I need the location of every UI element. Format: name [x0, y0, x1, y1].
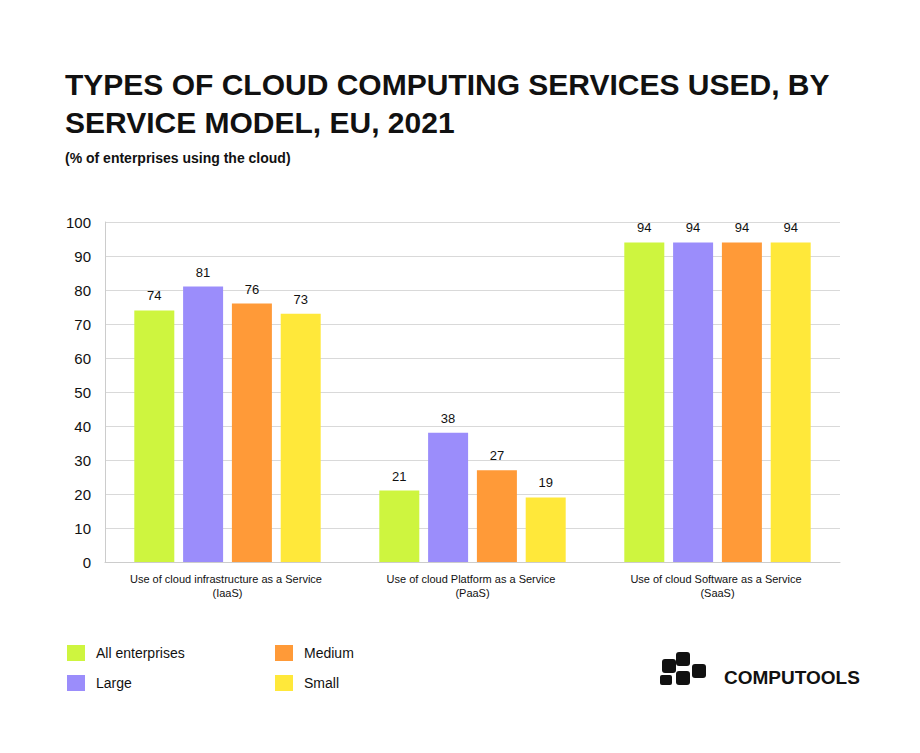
- svg-text:27: 27: [490, 448, 504, 463]
- svg-text:94: 94: [637, 220, 651, 235]
- svg-text:20: 20: [74, 486, 91, 503]
- svg-text:Medium: Medium: [304, 645, 354, 661]
- svg-text:38: 38: [441, 411, 455, 426]
- svg-text:21: 21: [392, 469, 406, 484]
- svg-text:Small: Small: [304, 675, 339, 691]
- svg-text:(PaaS): (PaaS): [455, 587, 489, 599]
- svg-text:19: 19: [538, 475, 552, 490]
- svg-text:SERVICE MODEL, EU, 2021: SERVICE MODEL, EU, 2021: [65, 106, 455, 139]
- svg-text:100: 100: [66, 214, 91, 231]
- svg-text:Use of cloud Software as a Ser: Use of cloud Software as a Service: [630, 573, 804, 585]
- svg-text:94: 94: [686, 220, 700, 235]
- svg-text:74: 74: [147, 288, 161, 303]
- svg-text:90: 90: [74, 248, 91, 265]
- svg-text:70: 70: [74, 316, 91, 333]
- svg-text:50: 50: [74, 384, 91, 401]
- svg-text:Large: Large: [96, 675, 132, 691]
- svg-text:COMPUTOOLS: COMPUTOOLS: [724, 667, 860, 688]
- svg-text:10: 10: [74, 520, 91, 537]
- svg-text:(IaaS): (IaaS): [213, 587, 243, 599]
- svg-text:(SaaS): (SaaS): [700, 587, 734, 599]
- svg-text:(% of enterprises using the cl: (% of enterprises using the cloud): [65, 150, 291, 166]
- svg-text:94: 94: [735, 220, 749, 235]
- svg-text:TYPES OF CLOUD COMPUTING SERVI: TYPES OF CLOUD COMPUTING SERVICES USED, …: [65, 68, 837, 101]
- svg-text:Use of cloud Platform as a Ser: Use of cloud Platform as a Service: [387, 573, 559, 585]
- svg-text:60: 60: [74, 350, 91, 367]
- svg-text:All enterprises: All enterprises: [96, 645, 185, 661]
- svg-text:76: 76: [245, 282, 259, 297]
- svg-text:Use of cloud infrastructure as: Use of cloud infrastructure as a Service: [130, 573, 325, 585]
- svg-text:73: 73: [293, 292, 307, 307]
- svg-text:40: 40: [74, 418, 91, 435]
- svg-text:81: 81: [196, 265, 210, 280]
- svg-text:80: 80: [74, 282, 91, 299]
- svg-text:94: 94: [783, 220, 797, 235]
- svg-text:30: 30: [74, 452, 91, 469]
- svg-text:0: 0: [83, 554, 91, 571]
